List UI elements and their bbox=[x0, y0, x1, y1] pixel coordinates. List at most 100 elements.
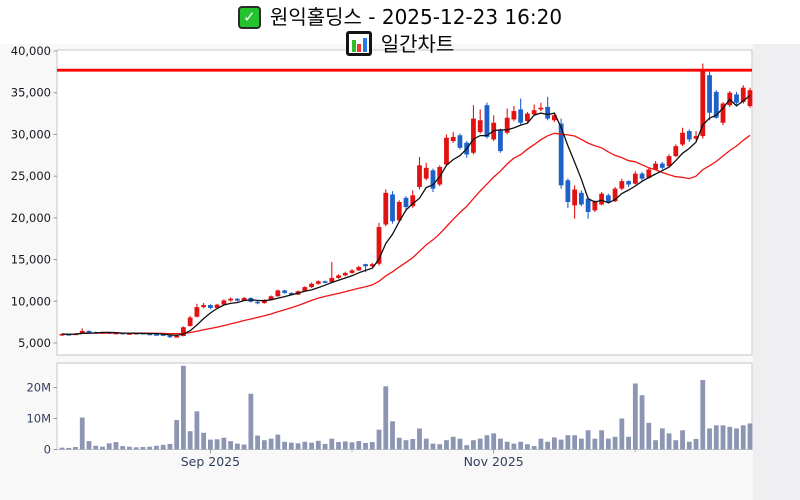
candle-down bbox=[578, 192, 584, 205]
volume-bar bbox=[214, 439, 220, 450]
candle-up bbox=[504, 117, 510, 133]
candle-up bbox=[410, 195, 416, 207]
volume-bar bbox=[234, 443, 240, 450]
candle-up bbox=[261, 300, 267, 304]
candle-up bbox=[572, 189, 578, 206]
volume-bar bbox=[329, 438, 335, 450]
candle-up bbox=[342, 272, 348, 276]
checkbox-checked-icon: ✓ bbox=[237, 5, 261, 29]
volume-bar bbox=[59, 447, 65, 450]
volume-bar bbox=[154, 445, 159, 450]
candle-down bbox=[626, 181, 631, 185]
candle-up bbox=[59, 333, 65, 336]
chart-subtitle: 일간차트 bbox=[0, 31, 800, 56]
right-margin bbox=[753, 44, 800, 500]
candle-up bbox=[619, 181, 625, 189]
candle-up bbox=[700, 70, 706, 137]
candle-up bbox=[417, 165, 422, 187]
candle-up bbox=[329, 277, 335, 283]
volume-bar bbox=[619, 418, 625, 450]
candle-up bbox=[740, 87, 746, 102]
volume-bar bbox=[133, 447, 139, 450]
candle-down bbox=[167, 335, 173, 338]
volume-bar bbox=[181, 365, 186, 450]
svg-text:35,000: 35,000 bbox=[11, 86, 51, 100]
candle-up bbox=[693, 136, 699, 139]
volume-bar bbox=[565, 435, 571, 450]
candle-down bbox=[707, 75, 712, 113]
candle-up bbox=[450, 136, 456, 142]
candle-up bbox=[720, 103, 726, 123]
volume-bar bbox=[592, 438, 598, 450]
candle-up bbox=[315, 281, 321, 284]
candle-up bbox=[356, 267, 362, 271]
svg-text:20,000: 20,000 bbox=[11, 211, 51, 225]
volume-bar bbox=[545, 441, 551, 450]
volume-bar bbox=[700, 380, 706, 450]
volume-bar bbox=[120, 446, 126, 450]
candle-up bbox=[127, 333, 132, 335]
candle-up bbox=[666, 156, 672, 167]
volume-bar bbox=[693, 438, 699, 450]
volume-bar bbox=[471, 440, 476, 450]
candle-up bbox=[538, 107, 544, 110]
candle-up bbox=[201, 305, 207, 308]
candle-up bbox=[376, 227, 382, 264]
volume-bar bbox=[639, 395, 645, 450]
volume-bar bbox=[605, 438, 611, 450]
candle-down bbox=[288, 292, 294, 295]
candle-down bbox=[659, 163, 665, 168]
title-background bbox=[0, 0, 800, 44]
candle-up bbox=[79, 330, 85, 334]
candle-up bbox=[275, 290, 281, 297]
volume-bar bbox=[241, 444, 247, 450]
candle-down bbox=[639, 173, 645, 179]
svg-text:Sep 2025: Sep 2025 bbox=[181, 454, 240, 469]
volume-bar bbox=[261, 440, 267, 450]
candle-up bbox=[228, 298, 234, 301]
volume-bar bbox=[86, 441, 92, 450]
volume-bar bbox=[207, 439, 213, 450]
volume-bar bbox=[410, 438, 416, 450]
candle-down bbox=[207, 305, 213, 308]
candle-down bbox=[484, 105, 490, 137]
candle-down bbox=[585, 198, 591, 213]
short-moving-average-line bbox=[61, 94, 751, 337]
volume-bar bbox=[504, 441, 510, 450]
volume-bar bbox=[342, 441, 348, 450]
volume-bar bbox=[187, 431, 193, 450]
volume-bar bbox=[255, 435, 261, 450]
candle-down bbox=[565, 180, 571, 203]
volume-bar bbox=[369, 442, 375, 450]
volume-bar bbox=[106, 443, 112, 450]
candle-down bbox=[457, 135, 463, 148]
volume-bars bbox=[59, 365, 753, 450]
volume-bar bbox=[599, 430, 605, 450]
volume-bar bbox=[498, 438, 503, 450]
price-axis-labels: 5,000 10,000 15,000 20,000 25,000 30,000 35,00… bbox=[11, 44, 57, 350]
volume-bar bbox=[457, 438, 463, 450]
volume-bar bbox=[713, 425, 719, 450]
candle-up bbox=[221, 300, 227, 305]
volume-bar bbox=[228, 441, 234, 450]
svg-text:20M: 20M bbox=[26, 381, 51, 395]
candle-down bbox=[255, 301, 261, 304]
volume-bar bbox=[423, 438, 429, 450]
candle-down bbox=[282, 290, 287, 293]
candle-down bbox=[713, 91, 719, 118]
candle-up bbox=[747, 90, 753, 107]
candle-up bbox=[525, 113, 530, 122]
candle-up bbox=[241, 297, 247, 301]
candle-up bbox=[181, 327, 186, 336]
volume-bar bbox=[100, 446, 105, 450]
volume-bar bbox=[578, 438, 584, 450]
volume-bar bbox=[322, 443, 328, 450]
volume-bar bbox=[450, 436, 456, 450]
volume-bar bbox=[558, 439, 564, 450]
volume-bar bbox=[720, 425, 726, 450]
volume-bar bbox=[288, 442, 294, 450]
volume-bar bbox=[140, 447, 146, 450]
volume-bar bbox=[336, 442, 341, 450]
volume-bar bbox=[653, 440, 658, 450]
